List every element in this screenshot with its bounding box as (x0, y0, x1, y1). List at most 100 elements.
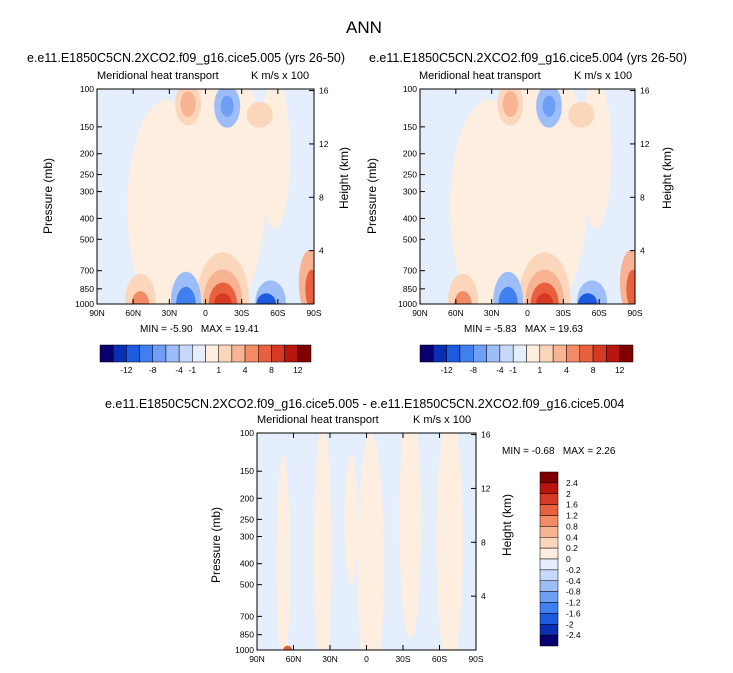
colorbar1-label: -4 (175, 365, 183, 375)
colorbar3-label: -0.4 (566, 576, 581, 586)
colorbar1-swatch (152, 344, 167, 363)
colorbar1-label: 12 (293, 365, 303, 375)
colorbar3-swatch (539, 547, 559, 560)
panel2-contour-17 (578, 293, 598, 304)
panel1-xtick-label: 30N (162, 308, 178, 318)
panel1-contour-1 (127, 99, 206, 304)
panel3-contour-6 (283, 645, 293, 650)
panel2-ytick-label: 300 (403, 187, 417, 197)
panel1-xtick-label: 60S (270, 308, 285, 318)
colorbar1-swatch (139, 344, 153, 363)
colorbar3-label: 0 (566, 554, 571, 564)
panel3-min-value: -0.68 (531, 446, 555, 457)
colorbar1-swatch (284, 344, 299, 363)
panel2-ytick-label: 250 (403, 170, 417, 180)
panel1-case-title: e.e11.E1850C5CN.2XCO2.f09_g16.cice5.005 … (27, 51, 346, 65)
colorbar2-swatch (566, 344, 580, 363)
colorbar3-swatch (539, 624, 559, 636)
colorbar3-label: 2 (566, 489, 571, 499)
colorbar3-swatch (539, 569, 559, 581)
panel2-xtick-label: 90N (412, 308, 428, 318)
colorbar2-swatch (459, 344, 474, 363)
panel1-y2tick-label: 8 (319, 192, 324, 202)
colorbar1-label: 4 (243, 365, 248, 375)
colorbar3-swatch (539, 515, 559, 527)
panel3-xtick-label: 0 (364, 654, 369, 664)
panel1-min-value: -5.90 (169, 324, 193, 335)
panel1-contour-2 (259, 89, 291, 229)
panel2-case-title: e.e11.E1850C5CN.2XCO2.f09_g16.cice5.004 … (369, 51, 688, 65)
panel2-ylabel: Pressure (mb) (365, 157, 379, 235)
colorbar3-swatch (539, 558, 559, 571)
panel1-min-label: MIN = (140, 324, 167, 335)
colorbar1-label: 1 (216, 365, 221, 375)
colorbar1-label: -8 (149, 365, 157, 375)
colorbar3-swatch (539, 471, 559, 484)
panel2-ytick-label: 200 (403, 149, 417, 159)
panel2-stats: MIN = -5.83 MAX = 19.63 (464, 324, 583, 335)
colorbar3-swatch (539, 613, 559, 625)
panel3-contour-2 (436, 433, 463, 650)
colorbar1-swatch (126, 344, 140, 363)
panel1-xtick-label: 90S (306, 308, 321, 318)
panel2-field (447, 89, 635, 304)
panel1-contour-11 (214, 293, 232, 304)
colorbar2-swatch (512, 344, 527, 363)
colorbar1-swatch (218, 344, 233, 363)
panel3-stats: MIN = -0.68 MAX = 2.26 (502, 446, 615, 457)
panel2-min-label: MIN = (464, 324, 491, 335)
panel2-right-label: K m/s x 100 (574, 70, 633, 82)
panel1-y2tick-label: 16 (319, 86, 329, 96)
panel2-contour-4 (502, 91, 518, 117)
colorbar1-swatch (244, 344, 259, 363)
panel1-contour-7 (246, 101, 273, 128)
panel3-xtick-label: 90N (249, 654, 265, 664)
panel3-ytick-label: 150 (240, 466, 254, 476)
panel2-xtick-label: 30N (484, 308, 500, 318)
colorbar3-label: 0.8 (566, 521, 578, 531)
colorbar3-label: -1.2 (566, 598, 581, 608)
colorbar2-swatch (419, 344, 434, 363)
panel2-min-value: -5.83 (493, 324, 517, 335)
panel2-contour-1 (450, 99, 528, 304)
panel1-stats: MIN = -5.90 MAX = 19.41 (140, 324, 259, 335)
colorbar1-swatch (99, 344, 114, 363)
colorbar2-swatch (619, 344, 634, 363)
colorbar3-label: -2 (566, 619, 574, 629)
colorbar1-swatch (297, 344, 312, 363)
panel2-ytick-label: 400 (403, 213, 417, 223)
colorbar1-swatch (231, 344, 246, 363)
panel3-ytick-label: 200 (240, 493, 254, 503)
panel3-ylabel: Pressure (mb) (209, 506, 223, 584)
colorbar2-swatch (592, 344, 607, 363)
panel2-contour-6 (542, 95, 556, 117)
colorbar3-label: 0.2 (566, 543, 578, 553)
colorbar2-swatch (552, 344, 567, 363)
panel2-contour-19 (626, 269, 635, 304)
panel2-ytick-label: 100 (403, 84, 417, 94)
colorbar1-swatch (178, 344, 193, 363)
colorbar3-label: 1.2 (566, 511, 578, 521)
panel1-ytick-label: 300 (80, 187, 94, 197)
panel3-ytick-label: 300 (240, 532, 254, 542)
panel2-y2tick-label: 8 (640, 192, 645, 202)
panel3-contour-5 (344, 454, 358, 585)
colorbar2-swatch (526, 344, 541, 363)
colorbar1-label: -12 (120, 365, 133, 375)
panel1-right-label: K m/s x 100 (251, 70, 310, 82)
panel2-xtick-label: 90S (627, 308, 642, 318)
colorbar1-swatch (271, 344, 285, 363)
panel1-contour-19 (305, 269, 314, 304)
colorbar3-label: -0.2 (566, 565, 581, 575)
panel1-left-label: Meridional heat transport (97, 70, 219, 82)
panel1-xtick-label: 60N (125, 308, 141, 318)
panel3-ytick-label: 250 (240, 514, 254, 524)
panel1-contour-13 (176, 286, 196, 304)
panel3-ytick-label: 1000 (235, 645, 254, 655)
colorbar3-label: -1.6 (566, 608, 581, 618)
colorbar1-swatch (192, 344, 206, 363)
colorbar2-swatch (446, 344, 461, 363)
panel3-contour-1 (399, 433, 422, 640)
panel3-max-label: MAX = (562, 446, 594, 457)
